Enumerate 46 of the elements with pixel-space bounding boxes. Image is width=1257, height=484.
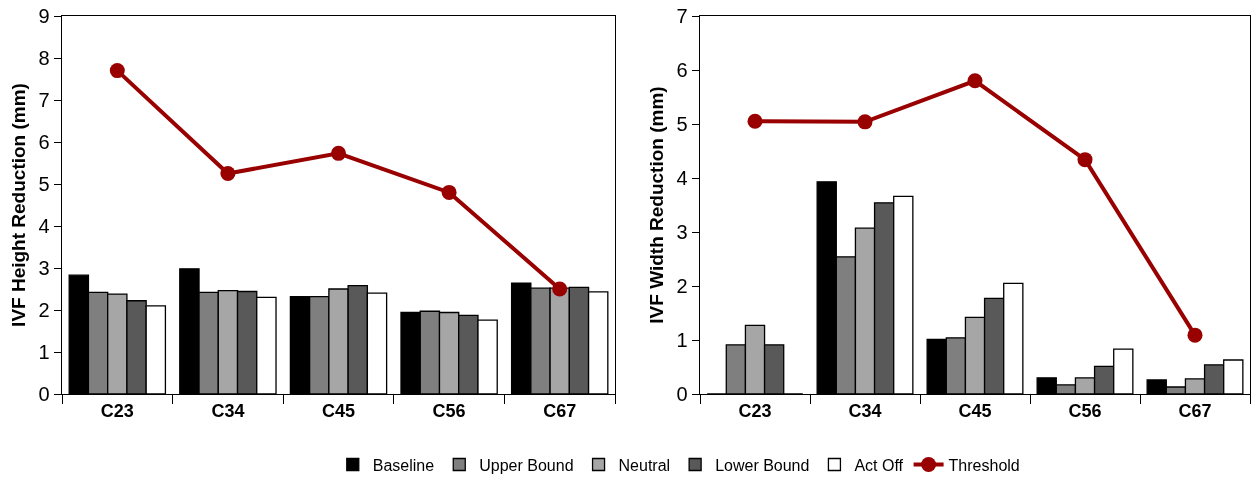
point bbox=[441, 184, 457, 200]
y-tick-label: 3 bbox=[676, 221, 688, 243]
point bbox=[857, 114, 873, 130]
point bbox=[331, 145, 347, 161]
y-tick-label: 8 bbox=[38, 47, 50, 69]
y-tick-label: 2 bbox=[676, 275, 688, 297]
x-tick-label: C56 bbox=[432, 400, 466, 421]
legend-label: Neutral bbox=[618, 456, 671, 474]
y-tick-label: 6 bbox=[38, 131, 50, 153]
x-tick-label: C23 bbox=[738, 400, 772, 421]
x-tick-label: C67 bbox=[1178, 400, 1212, 421]
y-tick-label: 5 bbox=[38, 173, 50, 195]
legend-label: Upper Bound bbox=[479, 456, 574, 474]
point bbox=[220, 166, 236, 181]
x-tick-label: C56 bbox=[1068, 400, 1102, 421]
y-tick-label: 7 bbox=[676, 5, 688, 27]
point bbox=[747, 113, 763, 129]
legend-label: Baseline bbox=[372, 456, 435, 474]
point bbox=[967, 73, 983, 89]
point bbox=[1077, 152, 1093, 168]
legend-label: Lower Bound bbox=[715, 456, 810, 474]
y-tick-label: 1 bbox=[676, 329, 688, 351]
y-tick-label: 4 bbox=[676, 167, 688, 189]
y-tick-label: 5 bbox=[676, 113, 688, 135]
x-tick-label: C45 bbox=[321, 400, 356, 421]
legend-label: Act Off bbox=[854, 456, 904, 474]
x-tick-label: C67 bbox=[543, 400, 577, 421]
y-tick-label: 3 bbox=[38, 257, 50, 279]
legend-label: Threshold bbox=[948, 456, 1020, 474]
y-tick-label: 0 bbox=[676, 383, 688, 405]
y-tick-label: 2 bbox=[38, 299, 50, 321]
y-tick-label: 0 bbox=[38, 383, 50, 405]
point bbox=[109, 63, 125, 79]
y-tick-label: 1 bbox=[38, 341, 50, 363]
y-tick-label: 9 bbox=[38, 5, 50, 27]
x-tick-label: C34 bbox=[211, 400, 245, 421]
y-tick-label: 4 bbox=[38, 215, 50, 237]
y-axis-title: IVF Height Reduction (mm) bbox=[7, 83, 29, 327]
x-tick-label: C34 bbox=[848, 400, 882, 421]
y-tick-label: 7 bbox=[38, 89, 50, 111]
x-tick-label: C45 bbox=[958, 400, 992, 421]
y-axis-title: IVF Width Reduction (mm) bbox=[645, 86, 667, 324]
x-tick-label: C23 bbox=[100, 400, 134, 421]
point bbox=[552, 281, 568, 297]
y-tick-label: 6 bbox=[676, 59, 688, 81]
point bbox=[1187, 327, 1203, 343]
